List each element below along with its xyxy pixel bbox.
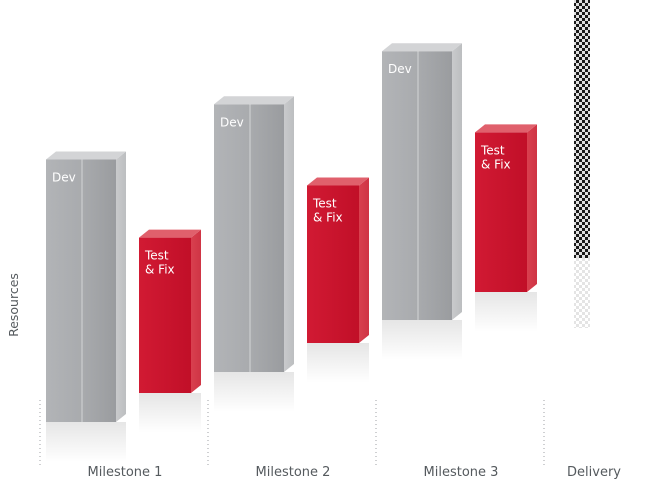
dev-bar: Dev: [214, 96, 294, 372]
dev-bar-reflection: [382, 320, 462, 360]
test-fix-bar-label: & Fix: [145, 263, 175, 277]
x-tick-label: Milestone 2: [256, 465, 331, 480]
test-fix-bar-side: [359, 177, 369, 343]
test-fix-bar: Test& Fix: [139, 229, 201, 393]
dev-bar-top: [382, 43, 462, 52]
delivery-bar: [574, 0, 590, 258]
delivery-bar-reflection: [574, 258, 590, 328]
test-fix-bar-front: [307, 185, 359, 343]
test-fix-bar-side: [191, 229, 201, 393]
bar-reflections: [46, 258, 590, 462]
dev-bar-reflection: [214, 372, 294, 412]
x-tick-label: Milestone 3: [424, 465, 499, 480]
test-fix-bar-front: [139, 237, 191, 393]
x-tick-label: Delivery: [567, 465, 621, 480]
test-fix-bar-label: Test: [312, 197, 337, 211]
dev-bar-front: [46, 159, 116, 422]
test-fix-bar-top: [307, 177, 369, 186]
dev-bar-front: [382, 51, 452, 320]
test-fix-bar: Test& Fix: [307, 177, 369, 343]
test-fix-bar-label: & Fix: [481, 157, 511, 171]
dev-bar-side: [284, 96, 294, 372]
delivery-bar-front: [574, 0, 590, 258]
test-fix-bar-top: [139, 229, 201, 238]
test-fix-bar-reflection: [475, 292, 537, 332]
dev-bar-side: [116, 151, 126, 422]
test-fix-bar: Test& Fix: [475, 124, 537, 293]
dev-bar-label: Dev: [52, 171, 76, 185]
test-fix-bar-reflection: [307, 343, 369, 383]
dev-bar-label: Dev: [220, 115, 244, 129]
x-axis-ticks: Milestone 1 Milestone 2 Milestone 3 Deliver…: [88, 465, 622, 480]
delivery-bar-shade: [574, 0, 590, 258]
dev-bar-front: [214, 104, 284, 372]
test-fix-bar-label: & Fix: [313, 211, 343, 225]
test-fix-bar-label: Test: [144, 249, 169, 263]
dev-bar-label: Dev: [388, 62, 412, 76]
dev-bar-top: [46, 151, 126, 160]
test-fix-bar-front: [475, 132, 527, 292]
dev-bar-top: [214, 96, 294, 105]
x-tick-label: Milestone 1: [88, 465, 163, 480]
test-fix-bar-reflection: [139, 393, 201, 433]
y-axis-label: Resources: [6, 273, 21, 337]
dev-bar: Dev: [382, 43, 462, 320]
dev-bar-side: [452, 43, 462, 320]
test-fix-bar-side: [527, 124, 537, 293]
dev-bar-reflection: [46, 422, 126, 462]
category-separators: [39, 400, 545, 466]
dev-bar: Dev: [46, 151, 126, 422]
test-fix-bar-top: [475, 124, 537, 133]
test-fix-bar-label: Test: [480, 143, 505, 157]
